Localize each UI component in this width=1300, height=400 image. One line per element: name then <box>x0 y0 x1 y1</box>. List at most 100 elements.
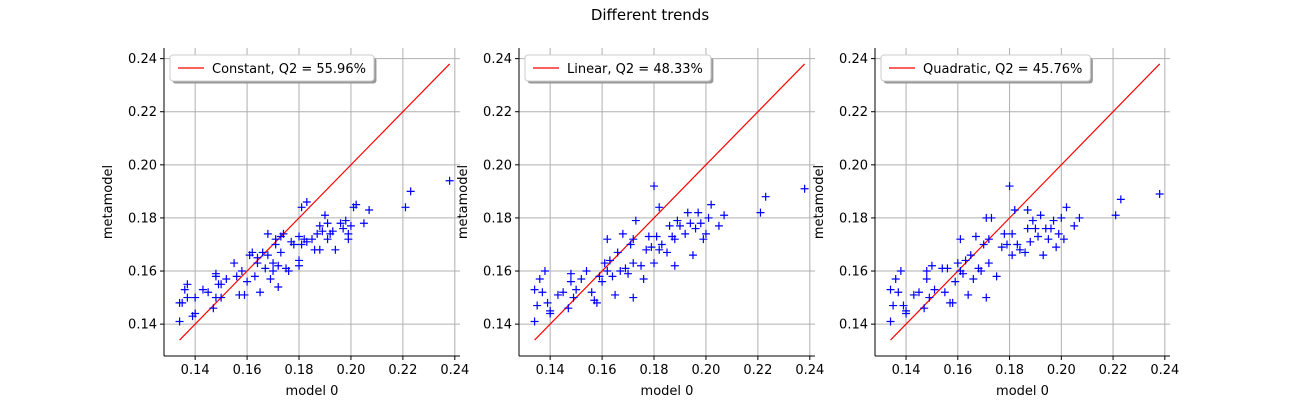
data-point <box>650 259 659 268</box>
data-point <box>302 198 311 206</box>
data-point <box>621 264 630 273</box>
data-point <box>639 275 648 283</box>
data-point <box>686 219 695 228</box>
data-point <box>323 235 332 244</box>
x-tick-label: 0.22 <box>743 363 772 378</box>
x-tick-label: 0.14 <box>892 363 921 378</box>
y-tick-label: 0.24 <box>483 52 512 67</box>
data-point <box>230 259 239 268</box>
y-tick-label: 0.14 <box>128 318 157 333</box>
data-point <box>984 235 993 244</box>
data-point <box>587 288 596 297</box>
diagonal-line <box>534 63 806 341</box>
data-point <box>886 317 895 326</box>
data-point <box>930 285 939 294</box>
data-point <box>663 248 671 257</box>
data-point <box>958 269 967 278</box>
data-point <box>683 208 692 217</box>
data-point <box>253 253 262 262</box>
data-point <box>966 251 975 260</box>
data-point <box>1155 190 1164 199</box>
data-point <box>1062 203 1071 212</box>
data-point <box>1021 248 1030 257</box>
data-point <box>339 224 348 233</box>
data-point <box>175 317 184 326</box>
data-point <box>191 309 200 318</box>
x-tick-label: 0.14 <box>536 363 565 378</box>
data-point <box>566 269 575 278</box>
legend-label: Constant, Q2 = 55.96% <box>212 62 366 77</box>
data-point <box>269 259 278 268</box>
data-point <box>530 317 539 326</box>
data-point <box>180 285 189 294</box>
data-point <box>302 237 311 246</box>
data-point <box>1023 224 1032 233</box>
data-point <box>720 211 729 220</box>
data-point <box>608 272 617 281</box>
data-point <box>670 261 679 270</box>
y-tick-label: 0.16 <box>839 265 868 280</box>
data-point <box>984 259 993 268</box>
y-tick-label: 0.16 <box>483 265 512 280</box>
data-point <box>637 261 646 270</box>
data-point <box>222 275 231 283</box>
data-point <box>1054 229 1063 238</box>
data-point <box>276 248 285 257</box>
data-point <box>603 267 612 276</box>
y-tick-label: 0.18 <box>839 211 868 226</box>
data-point <box>603 235 612 244</box>
y-axis-label: metamodel <box>101 165 116 239</box>
data-point <box>553 290 562 299</box>
data-point <box>605 256 614 265</box>
data-point <box>318 227 327 236</box>
data-point <box>953 259 962 268</box>
y-tick-label: 0.22 <box>839 105 868 120</box>
data-point <box>336 219 345 228</box>
data-point <box>914 288 923 297</box>
data-point <box>211 272 220 281</box>
data-point <box>899 301 908 310</box>
data-point <box>406 187 415 196</box>
data-point <box>274 261 283 270</box>
data-point <box>297 203 306 212</box>
data-point <box>992 272 1001 281</box>
x-tick-label: 0.18 <box>285 363 314 378</box>
x-tick-label: 0.24 <box>1150 363 1179 378</box>
x-tick-label: 0.18 <box>640 363 669 378</box>
x-tick-label: 0.22 <box>1099 363 1128 378</box>
legend: Constant, Q2 = 55.96% <box>169 54 377 84</box>
x-tick-label: 0.16 <box>233 363 262 378</box>
data-point <box>269 267 278 276</box>
data-point <box>940 288 949 297</box>
data-point <box>920 304 929 313</box>
y-tick-label: 0.16 <box>128 265 157 280</box>
data-point <box>925 293 934 302</box>
data-point <box>927 261 936 270</box>
data-point <box>1015 245 1024 254</box>
data-point <box>922 275 931 283</box>
data-point <box>655 245 664 254</box>
data-point <box>543 298 552 307</box>
data-point <box>577 275 586 283</box>
y-axis-label: metamodel <box>812 165 827 239</box>
data-point <box>308 235 316 244</box>
data-point <box>315 245 324 254</box>
subplot-1: 0.14 0.16 0.18 0.20 0.22 0.24 0.14 0.16 0.18 0.20… <box>101 48 469 399</box>
data-point <box>538 288 547 297</box>
data-point <box>977 267 986 276</box>
data-point <box>681 229 690 238</box>
data-point <box>263 251 272 260</box>
y-tick-label: 0.20 <box>128 158 157 173</box>
data-point <box>756 208 765 217</box>
data-point <box>1039 251 1048 260</box>
data-point <box>670 235 679 244</box>
data-point <box>997 243 1006 252</box>
data-point <box>546 309 555 318</box>
y-tick-label: 0.22 <box>483 105 512 120</box>
data-point <box>644 232 653 241</box>
data-point <box>902 309 911 318</box>
y-tick-label: 0.18 <box>483 211 512 226</box>
data-point <box>295 232 304 241</box>
data-point <box>951 277 960 286</box>
